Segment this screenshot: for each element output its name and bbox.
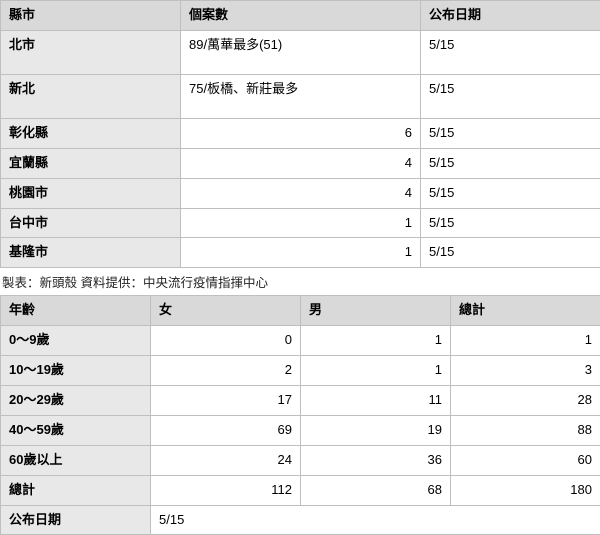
total-count: 1 xyxy=(451,326,600,356)
footer-date: 5/15 xyxy=(151,505,600,535)
age-table-row: 10～19歲213 xyxy=(1,356,600,386)
case-count: 89/萬華最多(51) xyxy=(181,30,421,74)
age-table-row: 60歲以上243660 xyxy=(1,445,600,475)
female-count: 0 xyxy=(151,326,301,356)
publish-date: 5/15 xyxy=(421,118,600,148)
age-table-header-1: 女 xyxy=(151,296,301,326)
age-group: 40～59歲 xyxy=(1,415,151,445)
total-count: 180 xyxy=(451,475,600,505)
city-table-row: 宜蘭縣45/15 xyxy=(1,148,600,178)
city-table-header-2: 公布日期 xyxy=(421,1,600,31)
male-count: 68 xyxy=(301,475,451,505)
total-count: 28 xyxy=(451,386,600,416)
male-count: 1 xyxy=(301,356,451,386)
city-name: 北市 xyxy=(1,30,181,74)
male-count: 11 xyxy=(301,386,451,416)
age-table-row: 0～9歲011 xyxy=(1,326,600,356)
age-table-row: 20～29歲171128 xyxy=(1,386,600,416)
total-count: 3 xyxy=(451,356,600,386)
female-count: 17 xyxy=(151,386,301,416)
female-count: 24 xyxy=(151,445,301,475)
age-table-row: 總計11268180 xyxy=(1,475,600,505)
publish-date: 5/15 xyxy=(421,30,600,74)
age-group: 20～29歲 xyxy=(1,386,151,416)
city-name: 新北 xyxy=(1,74,181,118)
city-name: 宜蘭縣 xyxy=(1,148,181,178)
male-count: 1 xyxy=(301,326,451,356)
female-count: 69 xyxy=(151,415,301,445)
city-table-header-0: 縣市 xyxy=(1,1,181,31)
city-name: 桃園市 xyxy=(1,178,181,208)
city-name: 台中市 xyxy=(1,208,181,238)
age-table-header-0: 年齡 xyxy=(1,296,151,326)
publish-date: 5/15 xyxy=(421,178,600,208)
publish-date: 5/15 xyxy=(421,238,600,268)
publish-date: 5/15 xyxy=(421,148,600,178)
case-count: 1 xyxy=(181,238,421,268)
total-count: 60 xyxy=(451,445,600,475)
case-count: 6 xyxy=(181,118,421,148)
female-count: 2 xyxy=(151,356,301,386)
age-group: 0～9歲 xyxy=(1,326,151,356)
city-name: 基隆市 xyxy=(1,238,181,268)
age-table-header-3: 總計 xyxy=(451,296,600,326)
age-table-header-2: 男 xyxy=(301,296,451,326)
city-table-row: 台中市15/15 xyxy=(1,208,600,238)
age-gender-table: 年齡女男總計 0～9歲01110～19歲21320～29歲17112840～59… xyxy=(0,295,600,535)
publish-date: 5/15 xyxy=(421,74,600,118)
table-caption: 製表：新頭殼 資料提供：中央流行疫情指揮中心 xyxy=(0,268,600,295)
city-table-row: 彰化縣65/15 xyxy=(1,118,600,148)
case-count: 4 xyxy=(181,178,421,208)
male-count: 36 xyxy=(301,445,451,475)
publish-date: 5/15 xyxy=(421,208,600,238)
city-table-row: 基隆市15/15 xyxy=(1,238,600,268)
city-table-row: 桃園市45/15 xyxy=(1,178,600,208)
age-table-footer: 公布日期5/15 xyxy=(1,505,600,535)
male-count: 19 xyxy=(301,415,451,445)
city-table-row: 新北75/板橋、新莊最多5/15 xyxy=(1,74,600,118)
case-count: 1 xyxy=(181,208,421,238)
age-group: 總計 xyxy=(1,475,151,505)
case-count: 4 xyxy=(181,148,421,178)
case-count: 75/板橋、新莊最多 xyxy=(181,74,421,118)
female-count: 112 xyxy=(151,475,301,505)
city-table-row: 北市89/萬華最多(51)5/15 xyxy=(1,30,600,74)
age-group: 10～19歲 xyxy=(1,356,151,386)
city-name: 彰化縣 xyxy=(1,118,181,148)
city-table-header-1: 個案數 xyxy=(181,1,421,31)
footer-label: 公布日期 xyxy=(1,505,151,535)
age-group: 60歲以上 xyxy=(1,445,151,475)
city-cases-table: 縣市個案數公布日期 北市89/萬華最多(51)5/15新北75/板橋、新莊最多5… xyxy=(0,0,600,268)
total-count: 88 xyxy=(451,415,600,445)
age-table-row: 40～59歲691988 xyxy=(1,415,600,445)
